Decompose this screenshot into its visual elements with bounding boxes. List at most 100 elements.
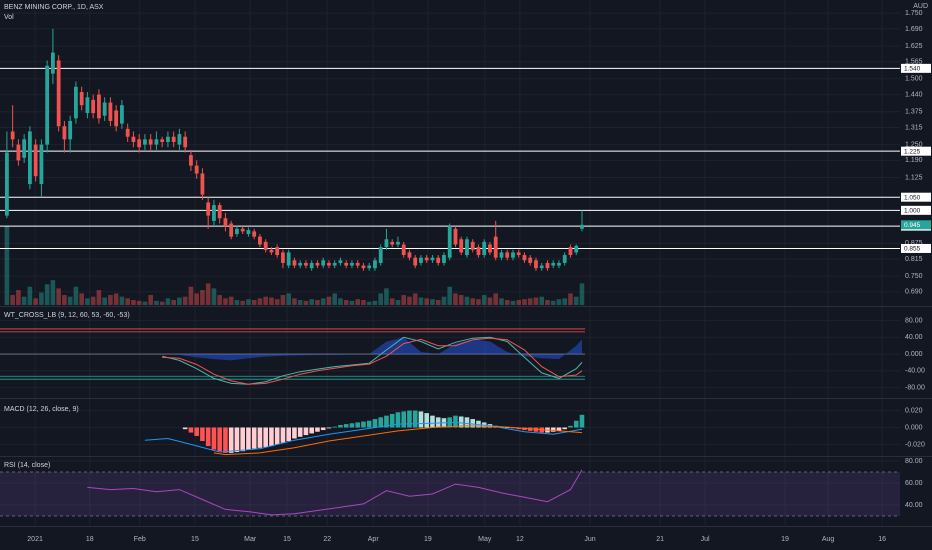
histogram-bar (274, 427, 280, 445)
candle-body (56, 60, 61, 127)
x-tick-label: Jul (701, 536, 710, 543)
histogram-bar (418, 411, 424, 428)
histogram-bar (378, 417, 384, 428)
volume-bar (516, 300, 522, 305)
volume-bar (332, 293, 337, 305)
y-tick-label: 1.565 (905, 59, 923, 66)
price-label-box (901, 205, 931, 215)
candle-body (344, 262, 349, 266)
histogram-bar (395, 412, 401, 428)
volume-bar (407, 296, 412, 305)
candle-body (177, 134, 182, 145)
volume-bar (200, 290, 205, 305)
candle-body (304, 262, 308, 266)
volume-bar (142, 301, 148, 305)
volume-bar (453, 293, 458, 305)
histogram-bar (458, 416, 464, 428)
volume-bar (159, 301, 165, 305)
candle-body (453, 228, 458, 245)
volume-bar (458, 295, 464, 305)
histogram-bar (453, 415, 458, 428)
volume-bar (292, 298, 297, 305)
candle-body (269, 249, 274, 253)
candle-body (390, 241, 395, 245)
candle-body (511, 252, 515, 258)
histogram-bar (573, 420, 579, 428)
candle-body (557, 262, 561, 266)
volume-bar (499, 298, 504, 305)
histogram-bar (349, 423, 355, 428)
price-label: 1.000 (904, 208, 921, 215)
volume-bar (401, 295, 407, 305)
volume-bar (125, 298, 130, 305)
histogram-bar (338, 424, 343, 428)
volume-bar (90, 296, 96, 305)
candle-body (551, 262, 556, 266)
volume-bar (62, 295, 67, 305)
volume-bar (573, 296, 579, 305)
histogram-bar (326, 427, 332, 429)
volume-bar (10, 295, 15, 305)
volume-bar (579, 283, 585, 305)
candle-body (39, 144, 44, 185)
candle-body (436, 257, 441, 263)
candle-body (102, 102, 107, 116)
volume-bar (493, 293, 499, 305)
candle-body (442, 255, 446, 263)
histogram-bar (579, 414, 585, 428)
x-tick-label: 19 (424, 536, 432, 543)
volume-bar (263, 296, 268, 305)
candle-body (171, 136, 176, 142)
candle-body (286, 252, 291, 266)
candle-body (263, 241, 268, 250)
volume-bar (533, 297, 539, 305)
candle-body (114, 110, 119, 127)
candle-body (281, 252, 285, 263)
candle-body (499, 252, 504, 258)
y-tick-label: 1.125 (905, 174, 923, 181)
candle-body (298, 262, 303, 266)
candle-body (97, 94, 101, 119)
volume-bar (320, 298, 326, 305)
volume-bar (556, 299, 562, 305)
candle-body (505, 252, 510, 258)
volume-bar (73, 286, 79, 305)
histogram-bar (504, 427, 510, 428)
candle-body (5, 152, 9, 216)
histogram-bar (556, 427, 562, 431)
grid (0, 0, 900, 526)
histogram-bar (257, 427, 263, 448)
volume-bar (119, 296, 125, 305)
last-price-box (901, 220, 931, 230)
volume-bar (418, 297, 424, 305)
candle-body (327, 262, 331, 266)
volume-bar (108, 295, 113, 305)
histogram-bar (211, 427, 217, 450)
x-tick-label: 16 (878, 536, 886, 543)
volume-bar (527, 298, 533, 305)
candle-body (384, 239, 389, 248)
volume-bar (303, 300, 309, 305)
indicator-line (87, 469, 583, 516)
candle-body (252, 231, 257, 237)
histogram-bar (562, 427, 568, 430)
candle-body (309, 262, 314, 269)
histogram-bar (234, 427, 240, 453)
volume-bar (487, 297, 493, 305)
volume-bar (309, 299, 314, 305)
volume-bar (44, 284, 50, 305)
volume-bar (510, 300, 516, 305)
volume-bar (67, 296, 73, 305)
volume-bar (280, 295, 286, 305)
volume-bar (33, 298, 38, 305)
volume-bar (165, 298, 171, 305)
volume-bar (96, 290, 102, 305)
histogram-bar (269, 427, 274, 447)
histogram-bar (292, 427, 297, 439)
candle-body (28, 131, 32, 185)
y-tick-label: 1.315 (905, 124, 923, 131)
candle-body (493, 236, 498, 258)
volume-bar (424, 298, 430, 305)
y-tick-label: 0.020 (905, 407, 923, 414)
